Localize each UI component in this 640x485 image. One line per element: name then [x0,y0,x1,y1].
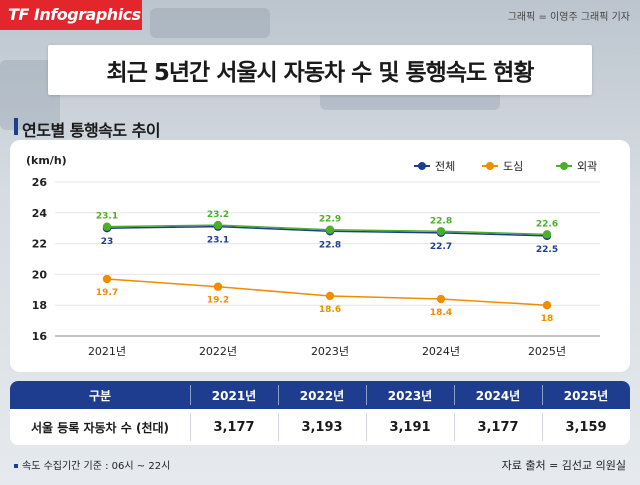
data-label-total: 23.1 [207,236,229,246]
y-tick-label: 24 [32,207,48,220]
y-tick-label: 20 [32,268,48,281]
table-header [10,381,630,409]
graphic-credit: 그래픽 = 이영주 그래픽 기자 [507,12,630,23]
column-divider [366,413,367,441]
legend-item-outer: 외곽 [556,158,597,174]
data-point-outer [102,222,112,231]
data-point-downtown [102,274,112,284]
column-divider [190,413,191,441]
data-label-outer: 23.1 [96,212,118,222]
data-label-downtown: 18.6 [319,305,341,315]
x-tick-label: 2023년 [311,345,349,358]
legend-label-downtown: 도심 [503,160,524,173]
x-tick-label: 2021년 [88,345,126,358]
column-divider [542,413,543,441]
footnote-text: 속도 수집기간 기준 : 06시 ~ 22시 [22,461,171,472]
y-tick-label: 16 [32,330,48,343]
table-header-cell: 2023년 [387,388,433,403]
y-tick-label: 22 [32,238,47,251]
legend-label-outer: 외곽 [577,160,598,173]
table-cell: 3,159 [565,419,607,435]
table-cell: 3,177 [213,419,255,435]
data-label-outer: 22.8 [430,216,452,226]
chart-card [10,140,630,372]
section-title: 연도별 통행속도 추이 [14,117,161,141]
data-label-downtown: 19.7 [96,288,118,298]
table-body [10,409,630,445]
source-note: 자료 출처 = 김선교 의원실 [501,459,626,472]
data-point-downtown [542,301,552,310]
legend-swatch-outer [556,162,572,170]
column-divider [454,385,455,405]
y-tick-label: 18 [32,299,47,312]
data-label-downtown: 18 [541,314,554,324]
y-tick-label: 26 [32,176,48,189]
x-tick-label: 2022년 [199,345,237,358]
table-header-cell: 2025년 [563,388,609,403]
data-point-outer [325,225,335,234]
data-label-outer: 23.2 [207,210,229,220]
series-line-downtown [106,278,548,306]
table-header-cell: 2021년 [211,388,257,403]
x-tick-label: 2024년 [422,345,460,358]
column-divider [542,385,543,405]
data-label-total: 22.8 [319,240,341,250]
table-cell: 3,193 [301,419,343,435]
column-divider [278,385,279,405]
data-point-downtown [436,294,446,304]
x-tick-label: 2025년 [528,345,566,358]
data-label-downtown: 19.2 [207,296,229,306]
data-point-downtown [325,291,335,301]
data-label-total: 22.5 [536,245,558,255]
page-title: 최근 5년간 서울시 자동차 수 및 통행속도 현황 [48,45,592,95]
table-cell: 3,177 [477,419,519,435]
y-axis-unit: (km/h) [26,154,67,167]
footnote: 속도 수집기간 기준 : 06시 ~ 22시 [14,457,170,472]
legend-item-total: 전체 [414,158,455,174]
bullet-icon [14,464,18,468]
data-point-outer [436,227,446,236]
data-label-downtown: 18.4 [430,308,452,318]
data-point-outer [213,220,223,230]
data-label-outer: 22.9 [319,215,341,225]
column-divider [454,413,455,441]
column-divider [278,413,279,441]
legend-item-downtown: 도심 [482,158,523,174]
column-divider [190,385,191,405]
brand-logo: TF Infographics [0,0,142,30]
data-label-total: 22.7 [430,242,452,252]
data-label-outer: 22.6 [536,219,558,229]
data-point-outer [542,230,552,239]
column-divider [366,385,367,405]
table-header-cell: 2022년 [299,388,345,403]
table-header-cell: 구분 [88,388,112,403]
table-header-cell: 2024년 [475,388,521,403]
table-row-label: 서울 등록 자동차 수 (천대) [30,420,170,435]
data-label-total: 23 [101,237,114,247]
legend-label-total: 전체 [435,160,456,173]
data-point-downtown [213,282,223,291]
table-cell: 3,191 [389,419,431,435]
section-marker [14,118,18,135]
legend-swatch-total [414,162,430,170]
legend-swatch-downtown [482,162,498,170]
section-title-text: 연도별 통행속도 추이 [22,121,161,140]
background-shape [150,8,270,38]
